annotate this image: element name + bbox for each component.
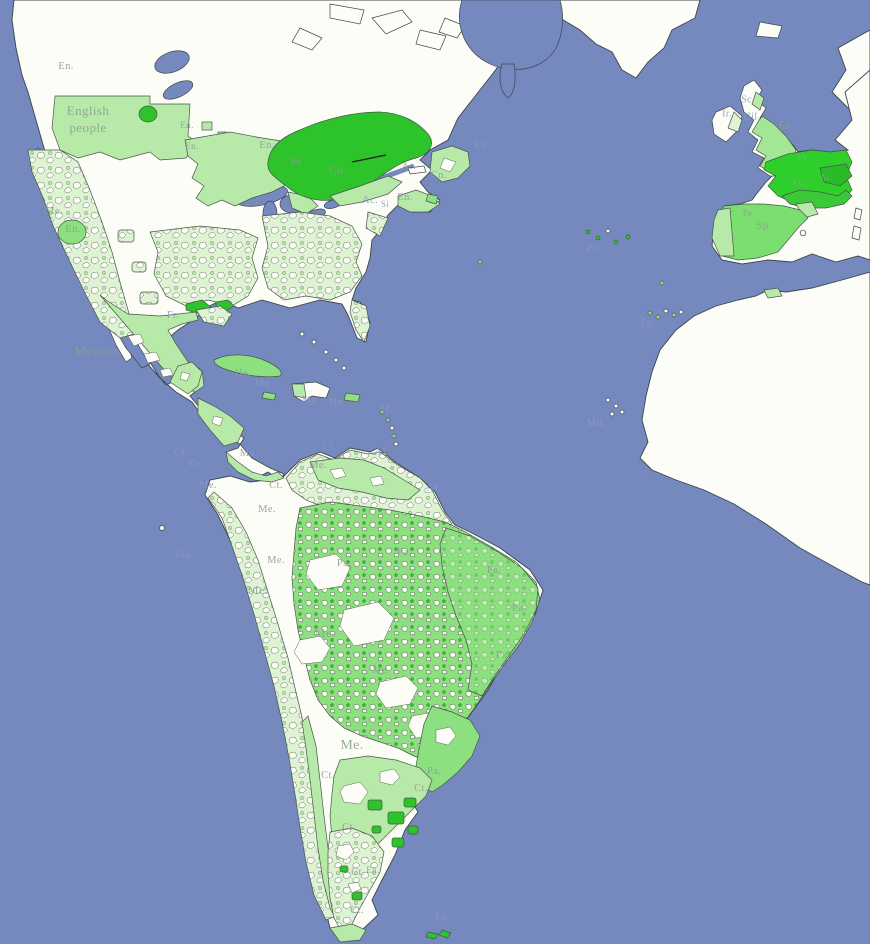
region-quebec-canadien: [267, 111, 432, 201]
great-slave-lake: [162, 80, 194, 100]
island-corsica: [853, 207, 863, 221]
islands-canaries: [647, 308, 684, 320]
region-andes-pacific: [207, 491, 337, 921]
region-us-plains: [149, 225, 259, 307]
region-arpitan: [819, 163, 853, 187]
island-iceland: [755, 21, 783, 39]
landmass-greenland: [544, 0, 783, 79]
islands-azores: [585, 228, 631, 245]
region-scotland-east: [751, 91, 765, 111]
region-mormon-corridor: [57, 219, 87, 245]
region-ireland-east: [727, 111, 743, 133]
islands-bahamas: [299, 331, 347, 371]
island-anticosti: [407, 165, 427, 175]
island-bermuda: [477, 259, 483, 265]
island-puerto-rico: [343, 392, 361, 403]
region-florida: [349, 299, 371, 343]
great-bear-lake: [154, 50, 190, 74]
region-portugal: [711, 207, 735, 257]
islands-cape-verde: [605, 397, 625, 417]
arctic-islands: [291, 3, 466, 51]
region-brazil-south: [415, 705, 481, 793]
region-tierra-del-fuego: [329, 923, 367, 943]
regions-north-america: [27, 95, 471, 483]
island-sardinia: [851, 225, 862, 241]
island-madeira: [659, 280, 665, 286]
island-cuba: [213, 354, 282, 378]
james-bay: [499, 63, 516, 99]
regions-europe: [585, 91, 853, 417]
hudson-bay: [459, 0, 563, 70]
island-jamaica: [261, 391, 277, 401]
islands-falklands: [425, 929, 452, 940]
region-us-east: [261, 211, 363, 301]
region-english-west-canada: [51, 95, 197, 161]
regions-south-america: [207, 449, 541, 943]
region-morocco-tip: [763, 287, 783, 299]
island-galapagos: [159, 525, 165, 531]
region-brazil-northeast: [439, 527, 539, 697]
